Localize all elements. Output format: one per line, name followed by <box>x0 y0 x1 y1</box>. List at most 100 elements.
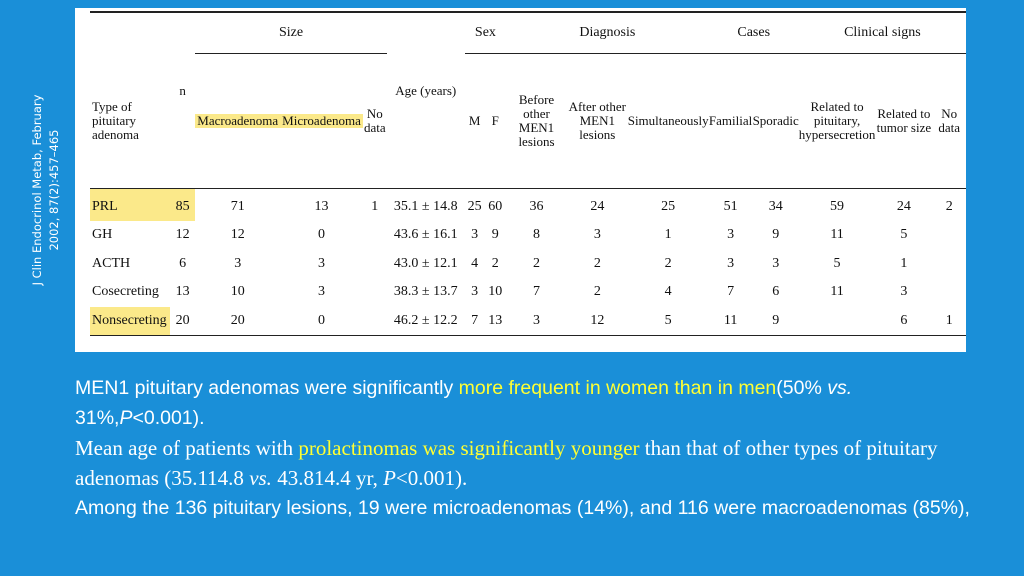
group-cases: Cases <box>708 11 799 54</box>
cell-nodata-clin <box>932 221 966 250</box>
caption: MEN1 pituitary adenomas were significant… <box>75 373 975 523</box>
group-size: Size <box>195 11 387 54</box>
cell-tumor: 3 <box>900 284 908 300</box>
header-macroadenoma: Macroadenoma <box>195 112 281 128</box>
cell-tumor: 24 <box>896 198 911 214</box>
table-row: PRL 85 71 13 1 35.1 ± 14.8 25 60 36 24 25 51 34 59 24 2 <box>90 188 966 221</box>
table-row: ACTH 6 3 3 43.0 ± 12.1 4 2 2 2 2 3 3 5 1 <box>90 250 966 279</box>
caption-highlight-1: more frequent in women than in men <box>458 377 777 399</box>
cell-f: 10 <box>488 284 503 300</box>
cell-age: 35.1 ± 14.8 <box>393 198 458 214</box>
cell-familial: 11 <box>708 306 753 336</box>
cell-familial: 3 <box>727 227 735 243</box>
cell-n: 13 <box>175 284 190 300</box>
cell-simul: 5 <box>627 306 709 336</box>
cell-macro: 3 <box>234 255 242 271</box>
cell-nodata-size <box>362 306 387 336</box>
cell-micro: 13 <box>314 198 329 214</box>
cell-pit: 11 <box>830 227 844 243</box>
cell-f: 60 <box>488 198 503 214</box>
cell-nodata-clin: 1 <box>932 306 966 336</box>
cell-tumor: 6 <box>875 306 933 336</box>
cell-nodata-size <box>363 278 387 307</box>
cell-nodata-clin <box>932 278 966 307</box>
cell-f: 2 <box>491 255 499 271</box>
cell-f: 13 <box>484 306 507 336</box>
cell-nodata-clin <box>932 250 966 279</box>
group-clinical-signs: Clinical signs <box>798 11 966 54</box>
header-sporadic: Sporadic <box>752 53 799 189</box>
cell-nodata-size <box>363 221 387 250</box>
cell-micro: 0 <box>318 227 325 243</box>
caption-line-1: MEN1 pituitary adenomas were significant… <box>75 377 853 429</box>
cell-m: 3 <box>471 284 479 300</box>
cell-nodata-size: 1 <box>371 198 379 214</box>
group-diagnosis: Diagnosis <box>506 11 709 54</box>
pituitary-adenoma-table: Size Sex Diagnosis Cases Clinical signs … <box>90 11 966 336</box>
header-related-tumor-size: Related to tumor size <box>875 53 933 189</box>
header-n: n <box>169 53 196 189</box>
cell-familial: 51 <box>723 198 738 214</box>
cell-micro: 3 <box>318 255 325 271</box>
group-sex: Sex <box>464 11 507 54</box>
header-female: F <box>484 53 507 189</box>
cell-simul: 1 <box>664 227 672 243</box>
cell-after: 2 <box>593 255 601 271</box>
citation-line-1: J Clin Endocrinol Metab, February <box>30 94 44 286</box>
cell-tumor: 5 <box>900 227 908 243</box>
cell-age: 38.3 ± 13.7 <box>393 284 458 300</box>
cell-after: 12 <box>566 306 628 336</box>
cell-before: 8 <box>533 227 540 243</box>
cell-pit: 59 <box>830 198 845 214</box>
cell-pit <box>798 306 876 336</box>
table-row: Nonsecreting 20 20 0 46.2 ± 12.2 7 13 3 12 5 11 9 6 1 <box>90 306 966 336</box>
cell-m: 7 <box>464 306 485 336</box>
header-before-lesions: Before other MEN1 lesions <box>506 53 567 189</box>
cell-before: 2 <box>533 255 540 271</box>
cell-tumor: 1 <box>900 255 908 271</box>
cell-after: 3 <box>593 227 601 243</box>
cell-age: 43.6 ± 16.1 <box>393 227 458 243</box>
cell-before: 3 <box>506 306 567 336</box>
cell-type: GH <box>92 227 113 243</box>
cell-type: PRL <box>90 188 170 221</box>
citation-line-2: 2002, 87(2):457–465 <box>47 129 61 251</box>
cell-nodata-clin: 2 <box>945 198 953 214</box>
table-image: Size Sex Diagnosis Cases Clinical signs … <box>75 8 966 352</box>
cell-macro: 71 <box>230 198 245 214</box>
header-after-lesions: After other MEN1 lesions <box>566 53 628 189</box>
header-size-no-data: No data <box>362 53 387 189</box>
cell-m: 4 <box>471 255 479 271</box>
cell-simul: 2 <box>664 255 672 271</box>
header-male: M <box>464 53 485 189</box>
header-related-pituitary: Related to pituitary, hypersecretion <box>798 53 875 189</box>
cell-familial: 7 <box>727 284 735 300</box>
table-row: Cosecreting 13 10 3 38.3 ± 13.7 3 10 7 2 4 7 6 11 3 <box>90 278 966 307</box>
cell-age: 46.2 ± 12.2 <box>386 306 465 336</box>
header-microadenoma: Microadenoma <box>280 112 363 128</box>
cell-macro: 20 <box>195 306 281 336</box>
cell-familial: 3 <box>727 255 735 271</box>
cell-sporadic: 3 <box>772 255 780 271</box>
cell-simul: 25 <box>661 198 676 214</box>
caption-line-3: Among the 136 pituitary lesions, 19 were… <box>75 497 970 519</box>
cell-n: 20 <box>169 306 196 336</box>
cell-m: 25 <box>467 198 482 214</box>
cell-pit: 5 <box>833 255 841 271</box>
citation: J Clin Endocrinol Metab, February 2002, … <box>18 60 74 320</box>
cell-nodata-size <box>363 250 387 279</box>
cell-n: 12 <box>175 227 190 243</box>
cell-sporadic: 9 <box>752 306 799 336</box>
cell-m: 3 <box>471 227 479 243</box>
cell-sporadic: 34 <box>768 198 783 214</box>
cell-simul: 4 <box>664 284 672 300</box>
cell-pit: 11 <box>830 284 844 300</box>
cell-type: Nonsecreting <box>90 306 170 336</box>
table-row: GH 12 12 0 43.6 ± 16.1 3 9 8 3 1 3 9 11 5 <box>90 221 966 250</box>
cell-macro: 10 <box>230 284 245 300</box>
cell-n: 6 <box>179 255 187 271</box>
cell-age: 43.0 ± 12.1 <box>393 255 458 271</box>
cell-type: Cosecreting <box>92 284 159 300</box>
cell-macro: 12 <box>230 227 245 243</box>
cell-after: 24 <box>590 198 605 214</box>
